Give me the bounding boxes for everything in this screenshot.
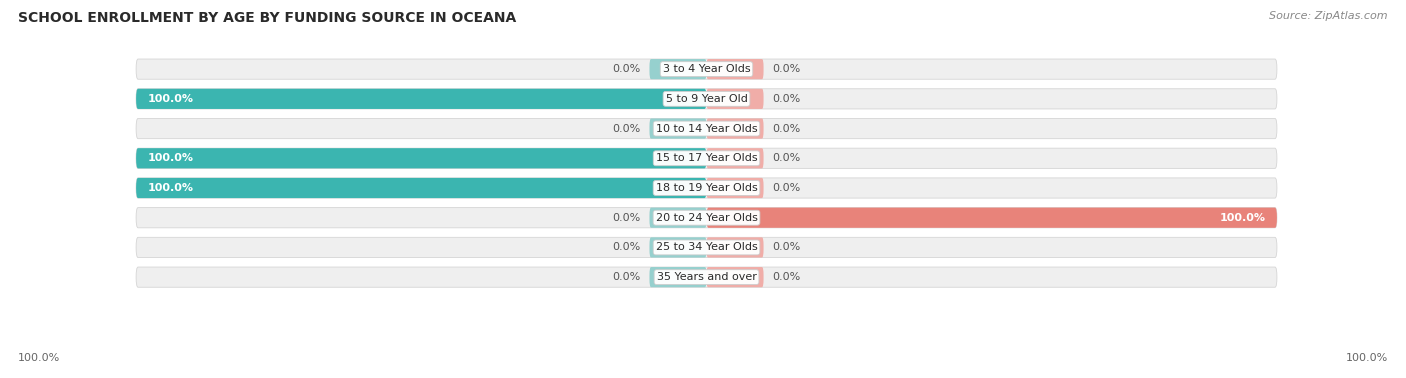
- FancyBboxPatch shape: [136, 148, 707, 168]
- Text: 100.0%: 100.0%: [148, 94, 194, 104]
- FancyBboxPatch shape: [650, 208, 707, 228]
- Text: 0.0%: 0.0%: [772, 183, 800, 193]
- FancyBboxPatch shape: [650, 267, 707, 287]
- FancyBboxPatch shape: [707, 148, 763, 168]
- Text: 15 to 17 Year Olds: 15 to 17 Year Olds: [655, 153, 758, 163]
- Text: 35 Years and over: 35 Years and over: [657, 272, 756, 282]
- FancyBboxPatch shape: [136, 178, 707, 198]
- Text: 5 to 9 Year Old: 5 to 9 Year Old: [665, 94, 748, 104]
- Text: 0.0%: 0.0%: [613, 242, 641, 253]
- Text: 0.0%: 0.0%: [613, 213, 641, 223]
- FancyBboxPatch shape: [136, 237, 1277, 257]
- Text: 100.0%: 100.0%: [18, 353, 60, 363]
- FancyBboxPatch shape: [707, 178, 763, 198]
- FancyBboxPatch shape: [136, 118, 1277, 139]
- FancyBboxPatch shape: [707, 59, 763, 79]
- FancyBboxPatch shape: [707, 208, 1277, 228]
- FancyBboxPatch shape: [136, 148, 1277, 168]
- FancyBboxPatch shape: [136, 208, 1277, 228]
- Text: 100.0%: 100.0%: [148, 153, 194, 163]
- Text: 0.0%: 0.0%: [772, 94, 800, 104]
- Text: 10 to 14 Year Olds: 10 to 14 Year Olds: [655, 124, 758, 133]
- FancyBboxPatch shape: [707, 118, 763, 139]
- Text: 0.0%: 0.0%: [772, 124, 800, 133]
- Text: Source: ZipAtlas.com: Source: ZipAtlas.com: [1270, 11, 1388, 21]
- FancyBboxPatch shape: [136, 89, 1277, 109]
- FancyBboxPatch shape: [650, 237, 707, 257]
- Text: 3 to 4 Year Olds: 3 to 4 Year Olds: [662, 64, 751, 74]
- FancyBboxPatch shape: [650, 59, 707, 79]
- FancyBboxPatch shape: [707, 267, 763, 287]
- FancyBboxPatch shape: [707, 237, 763, 257]
- Text: 100.0%: 100.0%: [1219, 213, 1265, 223]
- Text: 100.0%: 100.0%: [148, 183, 194, 193]
- Text: 0.0%: 0.0%: [613, 64, 641, 74]
- FancyBboxPatch shape: [136, 178, 1277, 198]
- Text: 0.0%: 0.0%: [772, 153, 800, 163]
- Text: 0.0%: 0.0%: [613, 124, 641, 133]
- Text: 20 to 24 Year Olds: 20 to 24 Year Olds: [655, 213, 758, 223]
- Text: 18 to 19 Year Olds: 18 to 19 Year Olds: [655, 183, 758, 193]
- FancyBboxPatch shape: [136, 89, 707, 109]
- FancyBboxPatch shape: [136, 59, 1277, 79]
- Text: SCHOOL ENROLLMENT BY AGE BY FUNDING SOURCE IN OCEANA: SCHOOL ENROLLMENT BY AGE BY FUNDING SOUR…: [18, 11, 516, 25]
- FancyBboxPatch shape: [707, 89, 763, 109]
- FancyBboxPatch shape: [650, 118, 707, 139]
- Text: 0.0%: 0.0%: [772, 64, 800, 74]
- FancyBboxPatch shape: [136, 267, 1277, 287]
- Text: 0.0%: 0.0%: [772, 242, 800, 253]
- Text: 0.0%: 0.0%: [613, 272, 641, 282]
- Text: 100.0%: 100.0%: [1346, 353, 1388, 363]
- Text: 25 to 34 Year Olds: 25 to 34 Year Olds: [655, 242, 758, 253]
- Text: 0.0%: 0.0%: [772, 272, 800, 282]
